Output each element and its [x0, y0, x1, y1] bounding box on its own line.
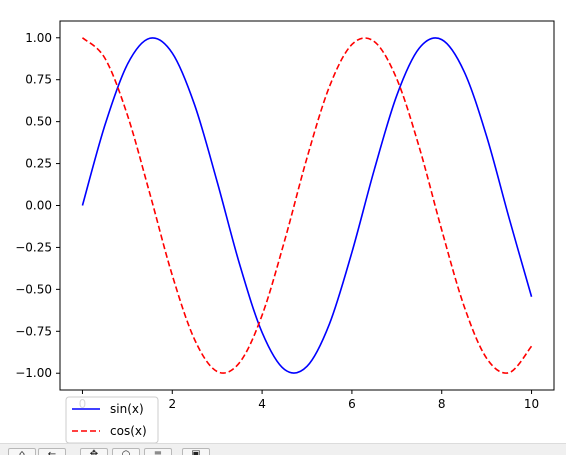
back-button[interactable]: ←	[38, 448, 66, 455]
x-tick-label: 10	[524, 397, 539, 411]
save-icon: ▣	[191, 449, 201, 455]
legend-label-1: cos(x)	[110, 424, 147, 438]
y-tick-label: 1.00	[25, 31, 52, 45]
y-axis: −1.00 −0.75 −0.50 −0.25 0.00 0.25 0.50 0.75 1.00	[15, 31, 60, 380]
back-arrow-icon: ←	[47, 449, 57, 455]
save-button[interactable]: ▣	[182, 448, 210, 455]
line-chart: 0246810 −1.00−0.75−0.50−0.250.000.250.50…	[15, 20, 555, 443]
y-tick-label: 0.50	[25, 115, 52, 129]
home-button[interactable]: ⌂	[8, 448, 36, 455]
pan-button[interactable]: ✥	[80, 448, 108, 455]
series-line-1	[81, 37, 533, 374]
x-tick-label: 4	[258, 397, 266, 411]
plot-toolbar: ⌂ ← ✥ ○ ≡ ▣	[0, 443, 566, 455]
x-tick-label: 6	[348, 397, 356, 411]
y-tick-label: −0.50	[15, 282, 52, 296]
zoom-icon: ○	[121, 449, 131, 455]
sliders-icon: ≡	[153, 449, 163, 455]
y-tick-label: −0.25	[15, 240, 52, 254]
home-icon: ⌂	[18, 449, 26, 455]
y-tick-label: −0.75	[15, 324, 52, 338]
configure-button[interactable]: ≡	[144, 448, 172, 455]
x-tick-label: 2	[168, 397, 176, 411]
x-tick-label: 8	[438, 397, 446, 411]
plot-area	[59, 20, 555, 391]
y-tick-label: 0.00	[25, 199, 52, 213]
legend: sin(x) cos(x)	[65, 396, 159, 443]
series-layer	[81, 37, 533, 374]
y-tick-label: 0.75	[25, 73, 52, 87]
zoom-button[interactable]: ○	[112, 448, 140, 455]
series-line-0	[81, 37, 533, 374]
pan-icon: ✥	[89, 449, 99, 455]
y-tick-label: 0.25	[25, 157, 52, 171]
legend-label-0: sin(x)	[110, 402, 144, 416]
y-tick-label: −1.00	[15, 366, 52, 380]
